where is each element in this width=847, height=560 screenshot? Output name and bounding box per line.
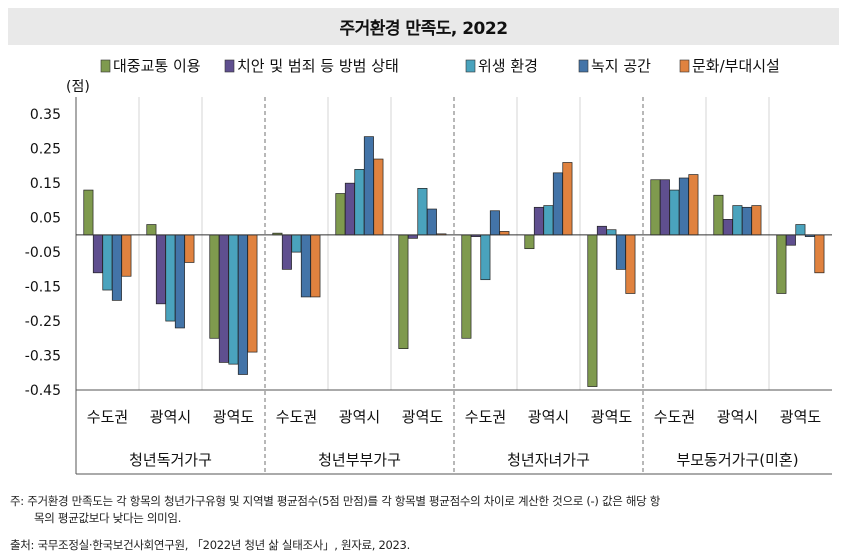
bar: [552, 172, 563, 236]
x-tick-label: 수도권: [276, 408, 317, 426]
x-tick-label: 광역도: [213, 408, 255, 426]
bar: [155, 234, 166, 305]
bar: [587, 234, 598, 387]
bar: [92, 234, 103, 274]
bar: [373, 158, 384, 236]
bar: [741, 206, 752, 236]
bar: [785, 234, 796, 246]
bar: [184, 234, 195, 263]
y-tick-label: -0.35: [25, 349, 61, 365]
bar: [121, 234, 132, 277]
group-label: 청년자녀가구: [507, 451, 590, 469]
bar: [489, 210, 500, 236]
bar-chart: 대중교통 이용 치안 및 범죄 등 방범 상태 위생 환경 녹지 공간 문화/부대시설 (…: [25, 57, 832, 475]
chart-title-bar: 주거환경 만족도, 2022: [8, 8, 839, 45]
bar: [228, 234, 239, 365]
x-tick-label: 광역시: [150, 408, 191, 426]
bar: [335, 193, 346, 236]
y-tick-label: 0.15: [30, 176, 61, 192]
bar: [83, 189, 94, 236]
y-tick-label: 0.05: [30, 211, 61, 227]
bar: [678, 177, 689, 236]
legend-label: 녹지 공간: [591, 57, 651, 75]
x-tick-label: 수도권: [465, 408, 506, 426]
chart-title: 주거환경 만족도, 2022: [339, 19, 508, 39]
y-tick-label: -0.25: [25, 314, 61, 330]
bar: [363, 136, 374, 236]
x-tick-label: 수도권: [87, 408, 128, 426]
group-label: 청년독거가구: [129, 451, 212, 469]
legend-label: 치안 및 범죄 등 방범 상태: [237, 57, 399, 75]
legend-swatch: [465, 59, 476, 73]
bar: [722, 219, 733, 236]
legend-label: 위생 환경: [478, 57, 538, 75]
bar: [247, 234, 258, 353]
bar: [102, 234, 113, 291]
x-tick-label: 광역시: [339, 408, 380, 426]
bar: [615, 234, 626, 270]
bar: [533, 206, 544, 236]
bar: [732, 205, 743, 236]
bar: [776, 234, 787, 294]
x-tick-label: 수도권: [654, 408, 695, 426]
x-tick-label: 광역시: [528, 408, 569, 426]
bar: [281, 234, 292, 270]
bar: [669, 189, 680, 236]
bar: [524, 234, 535, 250]
bar: [659, 179, 670, 236]
bar: [795, 224, 806, 236]
source-line: 출처: 국무조정실·한국보건사회연구원, 「2022년 청년 삶 실태조사」, …: [10, 538, 410, 552]
legend-label: 문화/부대시설: [692, 57, 780, 75]
bar: [146, 224, 157, 236]
group-label: 청년부부가구: [318, 451, 401, 469]
x-tick-label: 광역도: [402, 408, 444, 426]
bar: [291, 234, 302, 253]
legend-swatch: [224, 59, 235, 73]
bar: [625, 234, 636, 294]
bar: [814, 234, 825, 274]
bar: [543, 205, 554, 236]
bar: [354, 169, 365, 236]
bar: [237, 234, 248, 375]
bar: [596, 225, 607, 236]
bar: [480, 234, 491, 281]
x-tick-label: 광역도: [780, 408, 822, 426]
y-tick-label: 0.35: [30, 107, 61, 123]
legend-swatch: [679, 59, 690, 73]
note-line-1: 주: 주거환경 만족도는 각 항목의 청년가구유형 및 지역별 평균점수(5점 …: [10, 494, 661, 508]
y-tick-label: -0.05: [25, 245, 61, 261]
bar: [650, 179, 661, 236]
legend-swatch: [578, 59, 589, 73]
bar: [344, 182, 355, 236]
legend-label: 대중교통 이용: [113, 57, 201, 75]
bar: [461, 234, 472, 339]
y-tick-label: -0.45: [25, 383, 61, 399]
bar: [310, 234, 321, 298]
y-tick-label: -0.15: [25, 280, 61, 296]
group-label: 부모동거가구(미혼): [676, 451, 798, 469]
bar: [218, 234, 229, 363]
chart-notes: 주: 주거환경 만족도는 각 항목의 청년가구유형 및 지역별 평균점수(5점 …: [10, 493, 840, 554]
bar: [606, 229, 617, 236]
bar: [300, 234, 311, 298]
x-tick-label: 광역시: [717, 408, 758, 426]
y-axis-label: (점): [66, 79, 90, 95]
bar: [713, 194, 724, 236]
bar: [562, 162, 573, 236]
legend-swatch: [100, 59, 111, 73]
bar: [165, 234, 176, 322]
bar: [209, 234, 220, 339]
bar: [688, 174, 699, 236]
bar: [417, 187, 428, 236]
bar: [751, 205, 762, 236]
bar: [499, 231, 510, 236]
note-line-2: 목의 평균값보다 낮다는 의미임.: [34, 511, 182, 525]
x-tick-label: 광역도: [591, 408, 633, 426]
bar: [407, 234, 418, 239]
bar: [174, 234, 185, 329]
bar: [398, 234, 409, 349]
bar: [426, 208, 437, 236]
y-tick-label: 0.25: [30, 142, 61, 158]
bar: [111, 234, 122, 301]
